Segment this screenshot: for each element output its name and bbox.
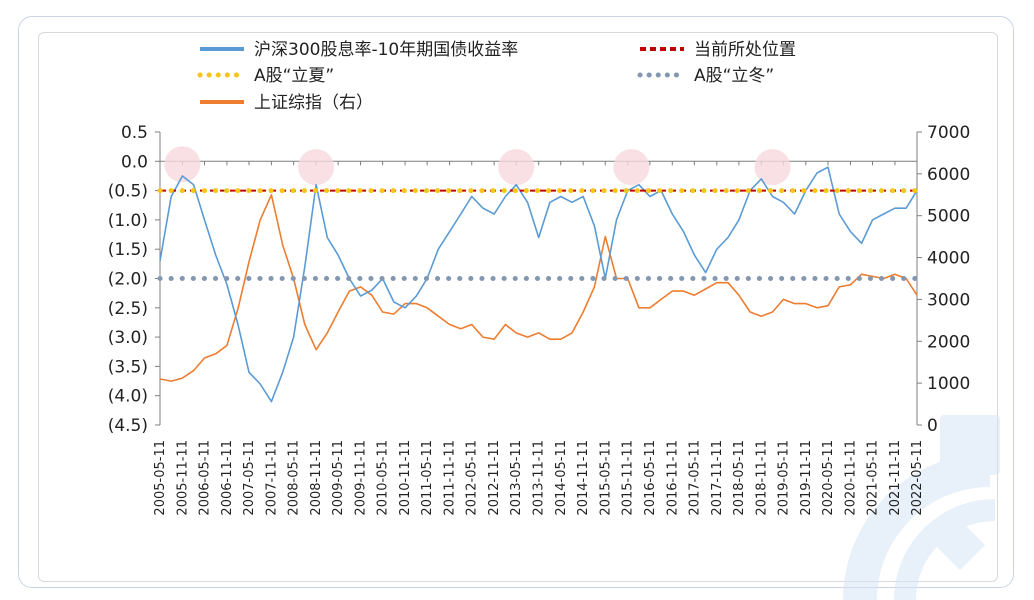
x-tick-label: 2006-11-11 <box>220 440 235 516</box>
highlight-circle <box>498 149 535 186</box>
x-tick-label: 2008-05-11 <box>287 440 302 516</box>
x-tick-label: 2008-11-11 <box>309 440 324 516</box>
x-tick-label: 2015-05-11 <box>598 440 613 516</box>
right-tick-label: 1000 <box>927 374 970 394</box>
highlight-circle <box>613 149 650 186</box>
legend: 沪深300股息率-10年期国债收益率 当前所处位置 A股“立夏” A股“立冬” … <box>197 40 796 113</box>
x-tick-label: 2018-05-11 <box>732 440 747 516</box>
x-tick-label: 2010-11-11 <box>398 440 413 516</box>
watermark-logo-icon <box>843 415 1000 600</box>
left-tick-label: (2.0) <box>108 270 148 290</box>
left-tick-label: (2.5) <box>108 299 148 319</box>
x-tick-label: 2016-05-11 <box>643 440 658 516</box>
legend-label-orange-line: 上证综指（右） <box>254 93 373 113</box>
left-tick-label: (3.0) <box>108 328 148 348</box>
highlight-circle <box>164 146 201 183</box>
left-tick-label: (0.5) <box>108 182 148 202</box>
x-tick-label: 2009-05-11 <box>331 440 346 516</box>
x-tick-label: 2021-05-11 <box>865 440 880 516</box>
right-tick-label: 3000 <box>927 290 970 310</box>
highlight-circle <box>298 149 335 186</box>
x-tick-label: 2020-05-11 <box>821 440 836 516</box>
x-tick-label: 2022-05-11 <box>910 440 925 516</box>
x-tick-label: 2017-05-11 <box>687 440 702 516</box>
x-tick-label: 2012-05-11 <box>465 440 480 516</box>
x-tick-label: 2019-11-11 <box>799 440 814 516</box>
left-tick-label: (4.0) <box>108 387 148 407</box>
left-tick-label: (4.5) <box>108 416 148 436</box>
x-tick-label: 2013-05-11 <box>509 440 524 516</box>
x-tick-label: 2021-11-11 <box>888 440 903 516</box>
left-tick-label: (1.0) <box>108 211 148 231</box>
x-tick-label: 2012-11-11 <box>487 440 502 516</box>
legend-label-red-dashed: 当前所处位置 <box>694 40 796 60</box>
x-tick-label: 2011-05-11 <box>420 440 435 516</box>
right-tick-label: 6000 <box>927 165 970 185</box>
left-tick-label: (1.5) <box>108 240 148 260</box>
x-tick-label: 2007-11-11 <box>264 440 279 516</box>
x-tick-label: 2014-05-11 <box>554 440 569 516</box>
outer-frame <box>18 16 1014 588</box>
right-tick-label: 4000 <box>927 249 970 269</box>
series-line-dividend-spread <box>159 166 918 403</box>
plot-area: 0.5 0.0 (0.5) (1.0) (1.5) (2.0) (2.5) (3.0) (3.5… <box>108 123 971 516</box>
x-tick-label: 2020-11-11 <box>843 440 858 516</box>
x-tick-label: 2006-05-11 <box>198 440 213 516</box>
x-tick-label: 2009-11-11 <box>354 440 369 516</box>
x-tick-label: 2005-05-11 <box>153 440 168 516</box>
x-tick-label: 2014-11-11 <box>576 440 591 516</box>
legend-label-blue-line: 沪深300股息率-10年期国债收益率 <box>254 40 518 60</box>
x-tick-label: 2016-11-11 <box>665 440 680 516</box>
legend-label-yellow-dotted: A股“立夏” <box>254 66 334 86</box>
x-tick-label: 2010-05-11 <box>376 440 391 516</box>
right-tick-label: 5000 <box>927 207 970 227</box>
x-tick-label: 2011-11-11 <box>443 440 458 516</box>
right-tick-label: 7000 <box>927 123 970 143</box>
left-tick-label: (3.5) <box>108 357 148 377</box>
legend-label-gray-dotted: A股“立冬” <box>694 66 774 86</box>
x-tick-label: 2013-11-11 <box>532 440 547 516</box>
x-tick-label: 2019-05-11 <box>776 440 791 516</box>
x-tick-label: 2015-11-11 <box>621 440 636 516</box>
chart-frame <box>38 32 998 582</box>
highlight-circle <box>754 149 791 186</box>
left-tick-label: 0.0 <box>121 152 148 172</box>
x-tick-label: 2018-11-11 <box>754 440 769 516</box>
right-tick-label: 2000 <box>927 332 970 352</box>
left-tick-label: 0.5 <box>121 123 148 143</box>
right-tick-label: 0 <box>927 416 938 436</box>
x-tick-label: 2005-11-11 <box>175 440 190 516</box>
x-tick-label: 2017-11-11 <box>710 440 725 516</box>
series-line-shanghai-index <box>159 194 918 382</box>
x-tick-label: 2007-05-11 <box>242 440 257 516</box>
